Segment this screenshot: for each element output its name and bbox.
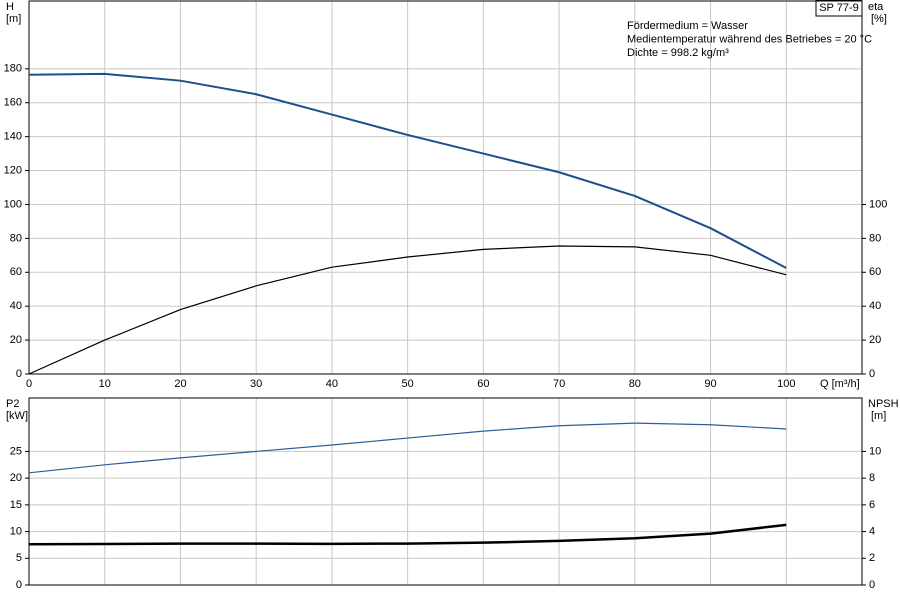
x-axis-label: Q [m³/h] [820,378,860,390]
x-tick-label: 100 [777,378,795,390]
plot-frame [28,0,863,375]
x-tick-label: 40 [326,378,338,390]
curve [28,72,787,269]
y2-tick-label: 60 [869,266,881,278]
y-tick-label: 5 [16,552,22,564]
y2-tick-label: 80 [869,232,881,244]
y2-axis-label: eta [868,1,884,13]
annotation: Dichte = 998.2 kg/m³ [627,47,729,59]
x-tick-label: 30 [250,378,262,390]
y-tick-label: 140 [4,131,22,143]
y2-tick-label: 20 [869,334,881,346]
y-axis-unit: [m] [6,13,21,25]
annotation: Fördermedium = Wasser [627,20,748,32]
x-tick-label: 50 [402,378,414,390]
y2-tick-label: 40 [869,300,881,312]
y2-tick-label: 0 [869,579,875,591]
plot-frame [28,397,863,586]
y2-tick-label: 0 [869,368,875,380]
x-tick-label: 10 [99,378,111,390]
x-tick-label: 20 [174,378,186,390]
annotation: Medientemperatur während des Betriebes =… [627,33,872,45]
model-label: SP 77-9 [819,2,859,14]
y-tick-label: 180 [4,63,22,75]
x-tick-label: 80 [629,378,641,390]
y-tick-label: 100 [4,198,22,210]
curve [28,245,787,375]
curve [28,422,787,474]
y2-axis-unit: [%] [871,13,887,25]
y-axis-unit: [kW] [6,410,28,422]
y-tick-label: 60 [10,266,22,278]
y-tick-label: 10 [10,525,22,537]
y-axis-label: P2 [6,398,19,410]
y-tick-label: 80 [10,232,22,244]
x-tick-label: 70 [553,378,565,390]
y-tick-label: 15 [10,499,22,511]
y2-axis-unit: [m] [871,410,886,422]
y-tick-label: 40 [10,300,22,312]
y2-tick-label: 4 [869,525,875,537]
y2-tick-label: 8 [869,472,875,484]
y-tick-label: 25 [10,445,22,457]
y-tick-label: 20 [10,472,22,484]
y2-tick-label: 100 [869,198,887,210]
y2-tick-label: 10 [869,445,881,457]
y-tick-label: 120 [4,164,22,176]
y-tick-label: 0 [16,579,22,591]
curve [28,523,787,546]
y-tick-label: 0 [16,368,22,380]
y-tick-label: 160 [4,97,22,109]
x-tick-label: 90 [704,378,716,390]
y-axis-label: H [6,1,14,13]
x-tick-label: 60 [477,378,489,390]
y2-axis-label: NPSH [868,398,899,410]
y-tick-label: 20 [10,334,22,346]
x-tick-label: 0 [26,378,32,390]
y2-tick-label: 6 [869,499,875,511]
y2-tick-label: 2 [869,552,875,564]
